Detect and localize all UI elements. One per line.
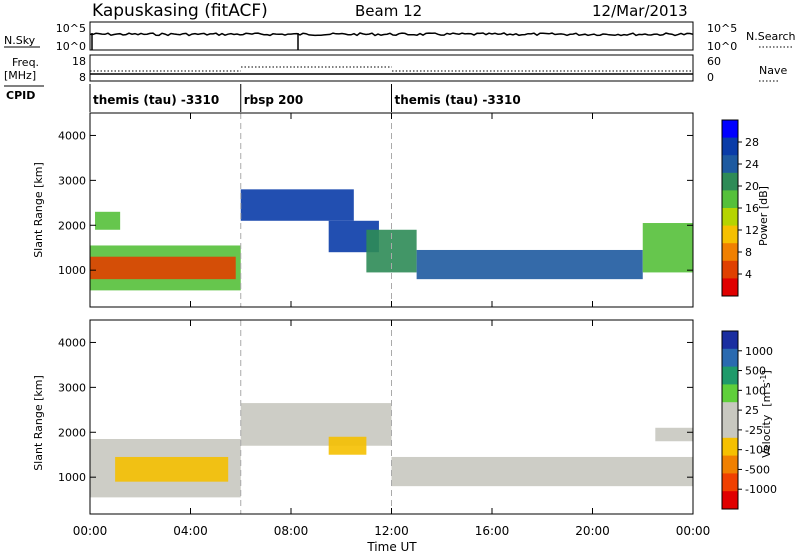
beam-title: Beam 12 — [355, 2, 422, 20]
power-colorbar-tick-label: 8 — [745, 246, 752, 259]
cpid-segment-label: rbsp 200 — [244, 93, 303, 107]
x-axis-ticks: 00:00 04:00 08:00 12:00 16:00 20:00 00:00 — [73, 524, 711, 538]
velocity-colorbar-tick-label: 100 — [745, 384, 766, 397]
velocity-colorbar-frame — [721, 330, 739, 510]
x-tick-label: 16:00 — [475, 524, 510, 538]
nave-tick-bottom: 0 — [707, 71, 714, 84]
power-colorbar-tick-label: 4 — [745, 268, 752, 281]
nsky-trace — [89, 32, 694, 37]
power-colorbar-swatch — [722, 190, 738, 209]
y-tick-label: 1000 — [58, 264, 86, 277]
x-tick-label: 00:00 — [73, 524, 108, 538]
power-echo-region — [642, 223, 693, 273]
y-tick-label: 2000 — [58, 426, 86, 439]
power-colorbar-tick-label: 24 — [745, 158, 759, 171]
nave-tick-top: 60 — [707, 55, 721, 68]
power-colorbar: 28 24 20 16 12 8 4 — [721, 119, 759, 297]
power-colorbar-swatch — [722, 278, 738, 297]
nsearch-tick-top: 10^5 — [707, 22, 737, 35]
station-title: Kapuskasing (fitACF) — [92, 1, 268, 21]
velocity-echo-region — [391, 456, 693, 487]
power-colorbar-swatch — [722, 155, 738, 174]
power-colorbar-swatch — [722, 120, 738, 139]
velocity-colorbar-swatch — [722, 455, 738, 474]
power-colorbar-swatch — [722, 225, 738, 244]
velocity-echo-region — [655, 427, 693, 442]
x-tick-label: 04:00 — [173, 524, 208, 538]
freq-tick-bottom: 8 — [79, 71, 86, 84]
power-colorbar-tick-label: 16 — [745, 202, 759, 215]
nsky-label: N.Sky — [4, 34, 36, 47]
power-colorbar-swatch — [722, 208, 738, 227]
y-tick-label: 1000 — [58, 471, 86, 484]
velocity-colorbar-tick-label: 500 — [745, 365, 766, 378]
velocity-colorbar-swatch — [722, 437, 738, 457]
velocity-echo-region — [328, 436, 367, 455]
y-tick-label: 2000 — [58, 219, 86, 232]
power-colorbar-tick-label: 12 — [745, 224, 759, 237]
velocity-ylabel: Slant Range [km] — [32, 375, 45, 471]
velocity-colorbar-tick-label: 1000 — [745, 345, 773, 358]
velocity-colorbar-swatch — [722, 348, 738, 368]
freq-unit: [MHz] — [4, 69, 36, 82]
velocity-colorbar-swatch — [722, 420, 738, 439]
velocity-colorbar-tick-label: -1000 — [745, 483, 777, 496]
velocity-colorbar-tick-label: -25 — [745, 424, 763, 437]
x-tick-label: 00:00 — [676, 524, 711, 538]
x-tick-label: 12:00 — [374, 524, 409, 538]
velocity-colorbar: 1000 500 100 25 -25 -100 -500 -1000 — [721, 330, 777, 510]
x-tick-label: 20:00 — [575, 524, 610, 538]
x-axis-label: Time UT — [366, 540, 417, 554]
freq-label: Freq. — [12, 56, 39, 69]
velocity-colorbar-tick-label: -100 — [745, 444, 770, 457]
velocity-colorbar-swatch — [722, 366, 738, 385]
power-colorbar-swatch — [722, 137, 738, 156]
velocity-colorbar-tick-label: -500 — [745, 463, 770, 476]
power-panel: 4000 3000 2000 1000 — [58, 112, 694, 308]
nave-label: Nave — [759, 64, 787, 77]
velocity-colorbar-label: Velocity[m s-1] — [759, 370, 773, 458]
power-colorbar-swatch — [722, 260, 738, 279]
power-colorbar-tick-label: 20 — [745, 180, 759, 193]
power-colorbar-label: Power [dB] — [757, 186, 770, 246]
velocity-colorbar-swatch — [722, 331, 738, 350]
velocity-colorbar-swatch — [722, 402, 738, 421]
nsky-panel — [89, 21, 694, 51]
velocity-colorbar-swatch — [722, 384, 738, 403]
power-colorbar-tick-label: 28 — [745, 136, 759, 149]
velocity-colorbar-swatch — [722, 491, 738, 510]
power-ylabel: Slant Range [km] — [32, 162, 45, 258]
cpid-segment-label: themis (tau) -3310 — [93, 93, 219, 107]
nsky-tick-bottom: 10^0 — [56, 40, 86, 53]
velocity-panel: 4000 3000 2000 1000 — [58, 319, 694, 515]
power-echo-region — [240, 189, 354, 221]
velocity-echo-region — [240, 403, 392, 446]
y-tick-label: 3000 — [58, 174, 86, 187]
nsearch-label: N.Search — [746, 30, 796, 43]
cpid-segments: themis (tau) -3310 rbsp 200 themis (tau) -… — [89, 84, 521, 112]
power-colorbar-swatch — [722, 243, 738, 262]
power-echo-region — [90, 256, 236, 280]
power-echo-region — [95, 211, 121, 230]
y-tick-label: 3000 — [58, 381, 86, 394]
power-echo-region — [416, 249, 643, 280]
nsky-tick-top: 10^5 — [56, 22, 86, 35]
date-title: 12/Mar/2013 — [592, 2, 688, 20]
cpid-segment-label: themis (tau) -3310 — [395, 93, 521, 107]
y-tick-label: 4000 — [58, 129, 86, 142]
x-tick-label: 08:00 — [274, 524, 309, 538]
cpid-label: CPID — [6, 89, 35, 102]
y-tick-label: 4000 — [58, 336, 86, 349]
velocity-colorbar-swatch — [722, 473, 738, 492]
nsearch-tick-bottom: 10^0 — [707, 40, 737, 53]
power-colorbar-swatch — [722, 172, 738, 191]
velocity-echo-region — [115, 456, 229, 482]
freq-tick-top: 18 — [72, 55, 86, 68]
freq-panel — [89, 54, 694, 82]
velocity-colorbar-tick-label: 25 — [745, 404, 759, 417]
